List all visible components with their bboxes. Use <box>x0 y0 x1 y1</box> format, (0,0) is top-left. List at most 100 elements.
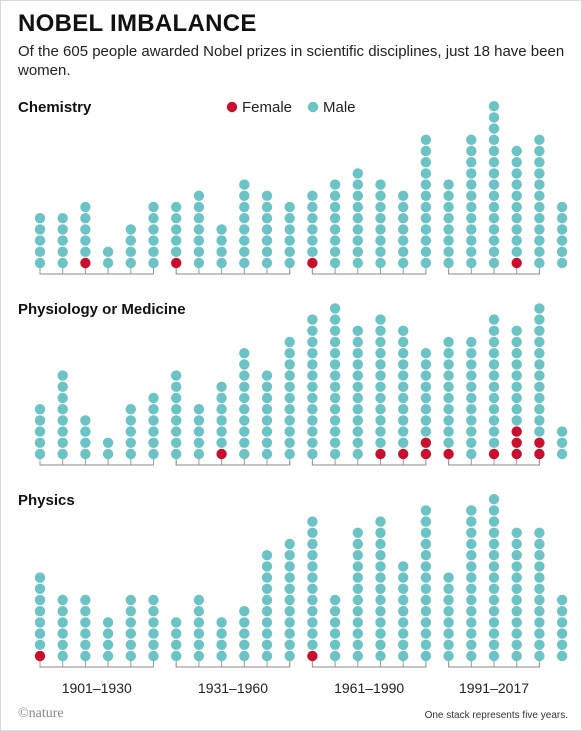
male-laureate-dot <box>511 538 522 550</box>
male-laureate-dot <box>466 179 477 190</box>
male-laureate-dot <box>57 606 68 617</box>
male-laureate-dot <box>488 538 500 550</box>
male-laureate-dot <box>329 359 341 370</box>
female-laureate-dot <box>443 448 454 460</box>
male-laureate-dot <box>171 628 182 639</box>
female-laureate-dot <box>511 426 522 437</box>
male-laureate-dot <box>488 639 500 650</box>
male-laureate-dot <box>534 415 545 426</box>
male-laureate-dot <box>511 617 522 628</box>
male-laureate-dot <box>171 437 182 448</box>
male-laureate-dot <box>307 359 318 370</box>
male-laureate-dot <box>34 404 46 415</box>
male-laureate-dot <box>488 359 500 370</box>
male-laureate-dot <box>398 359 409 370</box>
male-laureate-dot <box>352 392 363 404</box>
male-laureate-dot <box>34 606 46 617</box>
male-laureate-dot <box>352 415 363 426</box>
male-legend-swatch <box>307 101 319 113</box>
male-laureate-dot <box>534 639 545 650</box>
male-laureate-dot <box>307 190 318 201</box>
male-laureate-dot <box>534 370 545 381</box>
male-laureate-dot <box>375 257 386 269</box>
male-laureate-dot <box>488 426 500 437</box>
male-laureate-dot <box>488 392 500 404</box>
male-laureate-dot <box>352 404 363 415</box>
male-laureate-dot <box>534 527 545 538</box>
male-laureate-dot <box>125 628 136 639</box>
male-laureate-dot <box>375 179 386 190</box>
period-label: 1961–1990 <box>334 680 404 696</box>
male-laureate-dot <box>488 168 500 179</box>
male-laureate-dot <box>193 246 205 257</box>
male-laureate-dot <box>375 572 386 583</box>
male-laureate-dot <box>556 257 568 269</box>
male-laureate-dot <box>466 404 477 415</box>
male-laureate-dot <box>193 235 205 246</box>
male-laureate-dot <box>352 561 363 572</box>
male-laureate-dot <box>534 381 545 392</box>
male-laureate-dot <box>488 235 500 246</box>
male-laureate-dot <box>420 426 432 437</box>
male-laureate-dot <box>307 224 318 235</box>
male-laureate-dot <box>556 235 568 246</box>
male-laureate-dot <box>102 437 114 448</box>
male-laureate-dot <box>307 606 318 617</box>
male-laureate-dot <box>307 448 318 460</box>
male-laureate-dot <box>511 235 522 246</box>
period-bracket <box>175 270 291 275</box>
male-laureate-dot <box>329 213 341 224</box>
male-laureate-dot <box>375 224 386 235</box>
male-laureate-dot <box>284 392 295 404</box>
male-laureate-dot <box>443 190 454 201</box>
male-laureate-dot <box>352 628 363 639</box>
male-laureate-dot <box>261 606 273 617</box>
male-laureate-dot <box>307 639 318 650</box>
male-laureate-dot <box>443 235 454 246</box>
male-laureate-dot <box>193 594 205 606</box>
male-laureate-dot <box>398 404 409 415</box>
male-laureate-dot <box>193 201 205 213</box>
male-laureate-dot <box>398 336 409 348</box>
male-laureate-dot <box>488 505 500 516</box>
male-laureate-dot <box>329 404 341 415</box>
male-laureate-dot <box>534 617 545 628</box>
male-laureate-dot <box>261 448 273 460</box>
male-laureate-dot <box>284 550 295 561</box>
male-laureate-dot <box>148 426 159 437</box>
male-laureate-dot <box>125 448 136 460</box>
male-laureate-dot <box>329 639 341 650</box>
male-laureate-dot <box>193 404 205 415</box>
male-laureate-dot <box>488 606 500 617</box>
male-laureate-dot <box>511 201 522 213</box>
male-laureate-dot <box>284 639 295 650</box>
male-laureate-dot <box>488 494 500 505</box>
male-laureate-dot <box>352 201 363 213</box>
male-laureate-dot <box>420 157 432 168</box>
male-laureate-dot <box>443 639 454 650</box>
male-laureate-dot <box>556 448 568 460</box>
male-laureate-dot <box>511 179 522 190</box>
male-laureate-dot <box>488 550 500 561</box>
male-laureate-dot <box>239 179 250 190</box>
male-laureate-dot <box>125 594 136 606</box>
male-laureate-dot <box>148 650 159 662</box>
male-laureate-dot <box>57 246 68 257</box>
male-laureate-dot <box>534 348 545 359</box>
male-laureate-dot <box>216 415 227 426</box>
female-laureate-dot <box>534 448 545 460</box>
male-laureate-dot <box>239 404 250 415</box>
male-laureate-dot <box>375 606 386 617</box>
male-laureate-dot <box>329 190 341 201</box>
male-laureate-dot <box>284 583 295 594</box>
male-laureate-dot <box>488 617 500 628</box>
period-bracket <box>311 663 427 668</box>
legend-label: Male <box>323 99 356 116</box>
male-laureate-dot <box>534 213 545 224</box>
male-laureate-dot <box>443 257 454 269</box>
male-laureate-dot <box>193 606 205 617</box>
male-laureate-dot <box>466 538 477 550</box>
male-laureate-dot <box>352 336 363 348</box>
male-laureate-dot <box>488 325 500 336</box>
male-laureate-dot <box>375 538 386 550</box>
